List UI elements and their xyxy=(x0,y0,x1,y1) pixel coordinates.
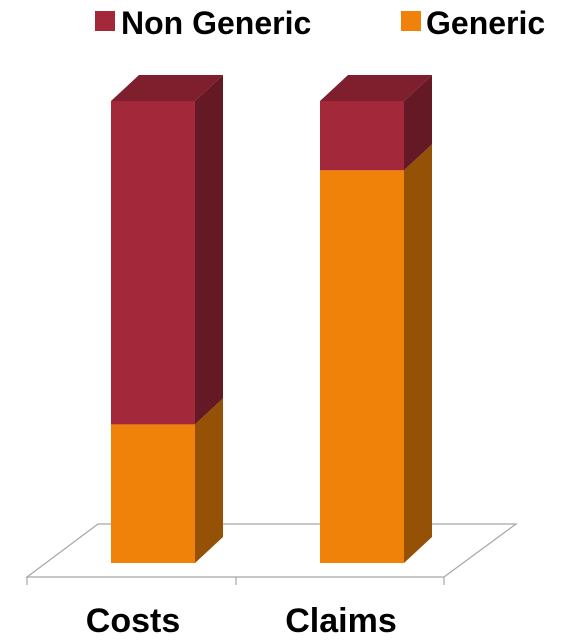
chart-bars xyxy=(111,75,432,564)
x-axis: Costs Claims xyxy=(86,602,397,640)
x-tick-label-claims: Claims xyxy=(285,602,397,638)
chart-floor xyxy=(25,523,518,585)
bar-claims-non-generic xyxy=(320,75,432,171)
bar-side-face xyxy=(404,144,432,564)
bar-top-face xyxy=(320,75,432,101)
bar-costs-non-generic xyxy=(111,75,223,425)
bar-front-face xyxy=(111,101,195,425)
bar-claims-generic xyxy=(320,144,432,564)
bar-side-face xyxy=(404,75,432,171)
legend-swatch xyxy=(95,11,115,31)
bar-top-face xyxy=(111,75,223,101)
bar-costs-generic xyxy=(111,398,223,563)
legend-swatch xyxy=(401,11,421,31)
floor-plane xyxy=(25,523,518,578)
x-tick-label-costs: Costs xyxy=(86,602,180,638)
legend-item-generic: Generic xyxy=(401,5,545,41)
legend-item-non-generic: Non Generic xyxy=(95,5,311,41)
bar-side-face xyxy=(195,398,223,563)
legend: Non Generic Generic xyxy=(95,5,545,41)
legend-label: Non Generic xyxy=(121,5,311,41)
bar-side-face xyxy=(195,75,223,425)
bar-front-face xyxy=(111,424,195,563)
bar-front-face xyxy=(320,101,404,171)
bar-front-face xyxy=(320,170,404,564)
legend-label: Generic xyxy=(426,5,545,41)
